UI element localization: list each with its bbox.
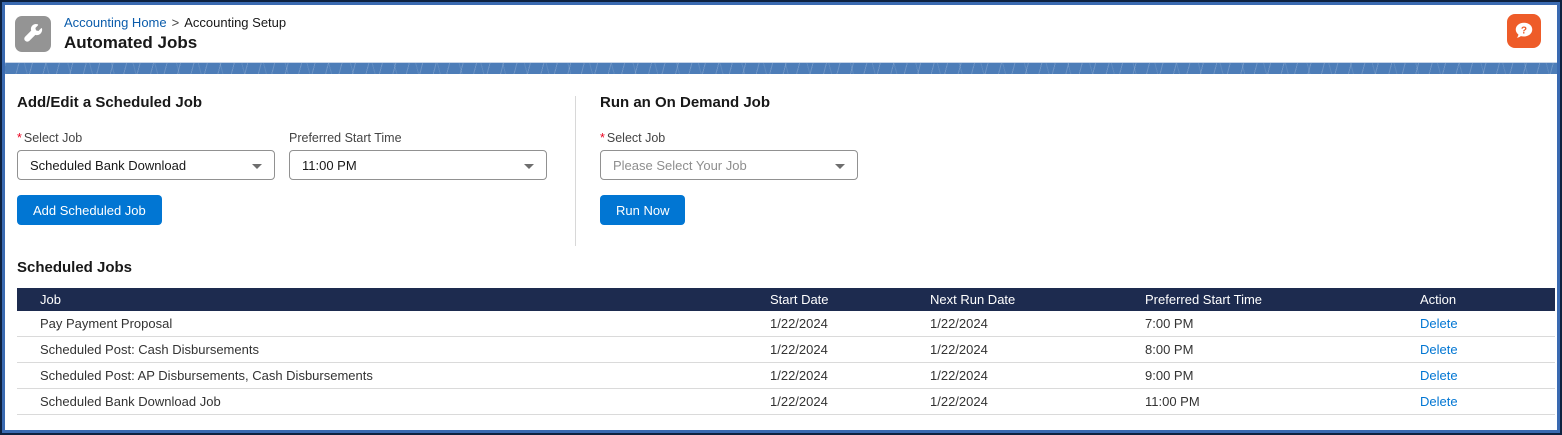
field-select-job: * Select Job Scheduled Bank Download (17, 131, 275, 180)
column-header-action: Action (1420, 292, 1457, 307)
cell-preferred-start-time: 11:00 PM (1145, 394, 1200, 409)
field-label: * Select Job (17, 131, 83, 145)
breadcrumb-separator: > (171, 14, 180, 30)
cell-job: Scheduled Post: AP Disbursements, Cash D… (40, 368, 373, 383)
required-marker: * (17, 131, 22, 145)
field-on-demand-select-job: * Select Job Please Select Your Job (600, 131, 858, 180)
select-job-value: Scheduled Bank Download (30, 157, 187, 173)
field-preferred-start-time: Preferred Start Time 11:00 PM (289, 131, 547, 180)
cell-next-run-date: 1/22/2024 (930, 316, 988, 331)
run-now-button[interactable]: Run Now (600, 195, 686, 225)
add-scheduled-job-button[interactable]: Add Scheduled Job (17, 195, 162, 225)
page-header: Accounting Home > Accounting Setup Autom… (5, 5, 1557, 62)
job-forms: Add/Edit a Scheduled Job * Select Job Sch… (17, 94, 1545, 246)
cell-next-run-date: 1/22/2024 (930, 368, 988, 383)
cell-next-run-date: 1/22/2024 (930, 394, 988, 409)
cell-start-date: 1/22/2024 (770, 368, 828, 383)
cell-start-date: 1/22/2024 (770, 316, 828, 331)
preferred-start-time-dropdown[interactable]: 11:00 PM (289, 150, 547, 180)
scheduled-jobs-heading: Scheduled Jobs (17, 259, 133, 276)
delete-link[interactable]: Delete (1420, 342, 1458, 357)
select-job-dropdown[interactable]: Scheduled Bank Download (17, 150, 275, 180)
cell-start-date: 1/22/2024 (770, 394, 828, 409)
field-label: * Select Job (600, 131, 666, 145)
section-heading: Add/Edit a Scheduled Job (17, 94, 203, 111)
column-header-next-run-date: Next Run Date (930, 292, 1016, 307)
preferred-start-time-value: 11:00 PM (302, 157, 357, 173)
on-demand-select-job-placeholder: Please Select Your Job (613, 157, 747, 173)
cell-next-run-date: 1/22/2024 (930, 342, 988, 357)
question-chat-icon: ? (1513, 20, 1535, 42)
breadcrumb-current: Accounting Setup (184, 14, 287, 30)
main-content: Add/Edit a Scheduled Job * Select Job Sch… (5, 74, 1557, 415)
background-texture-strip (5, 62, 1557, 74)
table-row: Pay Payment Proposal 1/22/2024 1/22/2024… (17, 311, 1555, 337)
section-heading: Run an On Demand Job (600, 94, 771, 111)
page-title: Automated Jobs (64, 32, 198, 52)
delete-link[interactable]: Delete (1420, 394, 1458, 409)
help-button[interactable]: ? (1507, 14, 1541, 48)
field-label: Preferred Start Time (289, 131, 402, 145)
column-header-preferred-start-time: Preferred Start Time (1145, 292, 1263, 307)
title-block: Accounting Home > Accounting Setup Autom… (64, 15, 286, 53)
table-header-row: Job Start Date Next Run Date Preferred S… (17, 288, 1555, 311)
cell-preferred-start-time: 8:00 PM (1145, 342, 1194, 357)
column-header-job: Job (40, 292, 61, 307)
chevron-down-icon (252, 164, 262, 169)
chevron-down-icon (835, 164, 845, 169)
section-add-scheduled-job: Add/Edit a Scheduled Job * Select Job Sch… (17, 94, 575, 225)
table-row: Scheduled Post: Cash Disbursements 1/22/… (17, 337, 1555, 363)
on-demand-select-job-dropdown[interactable]: Please Select Your Job (600, 150, 858, 180)
breadcrumb-link-accounting-home[interactable]: Accounting Home (64, 14, 167, 30)
required-marker: * (600, 131, 605, 145)
table-row: Scheduled Post: AP Disbursements, Cash D… (17, 363, 1555, 389)
scheduled-jobs-table: Job Start Date Next Run Date Preferred S… (17, 288, 1555, 415)
cell-job: Scheduled Bank Download Job (40, 394, 221, 409)
delete-link[interactable]: Delete (1420, 316, 1458, 331)
svg-text:?: ? (1521, 25, 1527, 36)
cell-start-date: 1/22/2024 (770, 342, 828, 357)
delete-link[interactable]: Delete (1420, 368, 1458, 383)
wrench-icon (15, 15, 51, 52)
cell-job: Pay Payment Proposal (40, 316, 173, 331)
column-header-start-date: Start Date (770, 292, 829, 307)
chevron-down-icon (524, 164, 534, 169)
breadcrumb: Accounting Home > Accounting Setup (64, 15, 286, 30)
section-divider (575, 96, 576, 246)
cell-job: Scheduled Post: Cash Disbursements (40, 342, 259, 357)
table-row: Scheduled Bank Download Job 1/22/2024 1/… (17, 389, 1555, 415)
section-run-on-demand-job: Run an On Demand Job * Select Job Please … (600, 94, 1545, 225)
cell-preferred-start-time: 7:00 PM (1145, 316, 1194, 331)
cell-preferred-start-time: 9:00 PM (1145, 368, 1194, 383)
